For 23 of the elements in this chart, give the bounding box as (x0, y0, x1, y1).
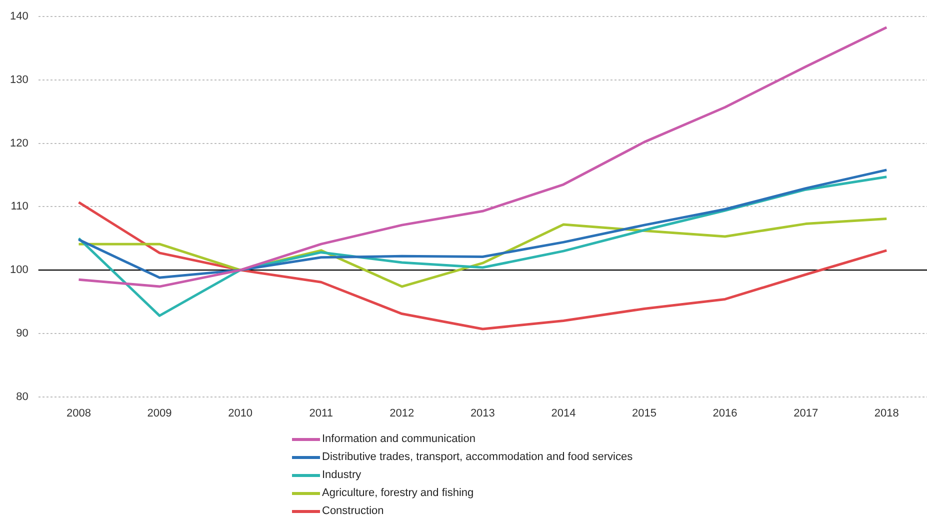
x-tick-label: 2017 (794, 407, 818, 420)
x-tick-label: 2018 (874, 407, 899, 420)
y-tick-label: 90 (16, 327, 28, 340)
x-tick-label: 2013 (470, 407, 495, 420)
x-tick-label: 2015 (632, 407, 656, 420)
legend-label: Information and communication (322, 433, 476, 445)
y-tick-label: 80 (16, 390, 28, 403)
y-tick-label: 110 (10, 200, 28, 213)
x-tick-label: 2011 (309, 407, 333, 420)
y-tick-label: 120 (10, 137, 28, 150)
x-tick-label: 2016 (712, 407, 738, 420)
x-tick-label: 2009 (147, 407, 172, 420)
legend-label: Agriculture, forestry and fishing (322, 487, 474, 499)
y-tick-label: 140 (10, 10, 28, 23)
x-tick-label: 2012 (390, 407, 414, 420)
legend-label: Industry (322, 469, 362, 481)
legend-label: Construction (322, 505, 384, 517)
x-tick-label: 2008 (66, 407, 91, 420)
x-tick-label: 2014 (551, 407, 576, 420)
y-tick-label: 130 (10, 74, 28, 86)
y-tick-label: 100 (10, 264, 28, 276)
x-tick-label: 2010 (228, 407, 253, 420)
legend-label: Distributive trades, transport, accommodation and food services (322, 451, 633, 463)
